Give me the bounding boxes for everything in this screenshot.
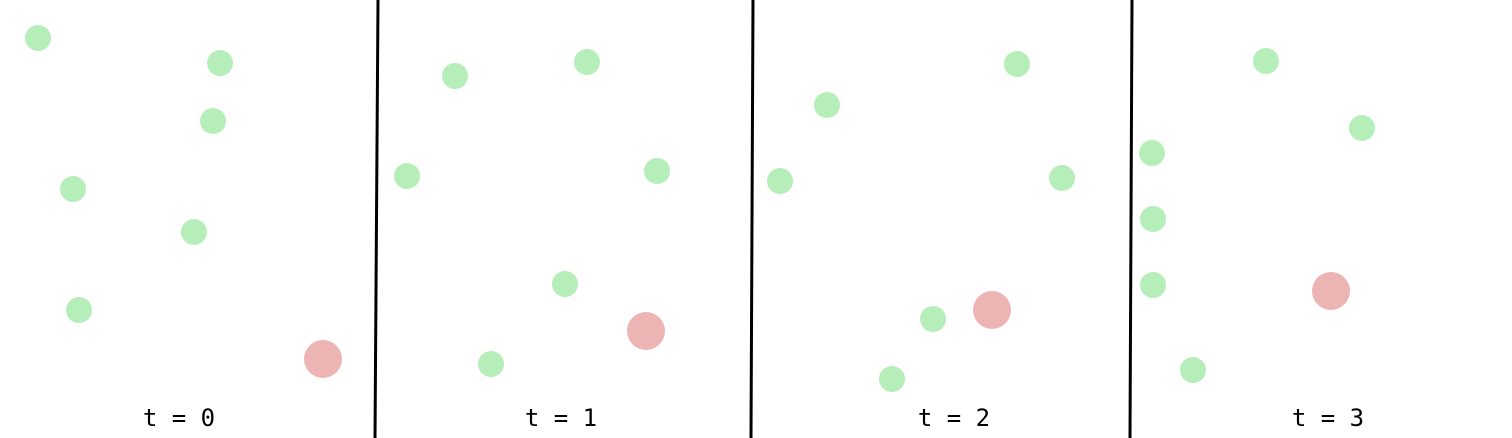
normal-particle: [1140, 272, 1166, 298]
normal-particle: [394, 163, 420, 189]
normal-particle: [207, 50, 233, 76]
normal-particle: [442, 63, 468, 89]
frame-label: t = 0: [143, 404, 215, 432]
special-particle: [304, 340, 342, 378]
frame-t3: t = 3: [1139, 48, 1375, 432]
frame-t1: t = 1: [394, 49, 670, 432]
normal-particle: [574, 49, 600, 75]
normal-particle: [60, 176, 86, 202]
special-particle: [1312, 272, 1350, 310]
normal-particle: [200, 108, 226, 134]
frame-label: t = 2: [918, 404, 990, 432]
normal-particle: [1180, 357, 1206, 383]
normal-particle: [879, 366, 905, 392]
normal-particle: [1140, 206, 1166, 232]
normal-particle: [1004, 51, 1030, 77]
normal-particle: [1049, 165, 1075, 191]
frame-label: t = 3: [1292, 404, 1364, 432]
frame-label: t = 1: [525, 404, 597, 432]
normal-particle: [25, 25, 51, 51]
normal-particle: [1253, 48, 1279, 74]
frame-t0: t = 0: [25, 25, 342, 432]
frame-divider: [373, 0, 380, 438]
normal-particle: [181, 219, 207, 245]
special-particle: [973, 291, 1011, 329]
normal-particle: [920, 306, 946, 332]
normal-particle: [1349, 115, 1375, 141]
frame-divider: [1128, 0, 1134, 438]
normal-particle: [814, 92, 840, 118]
frame-divider: [749, 0, 755, 438]
frame-t2: t = 2: [767, 51, 1075, 432]
normal-particle: [66, 297, 92, 323]
special-particle: [627, 312, 665, 350]
normal-particle: [478, 351, 504, 377]
normal-particle: [767, 168, 793, 194]
normal-particle: [552, 271, 578, 297]
normal-particle: [644, 158, 670, 184]
normal-particle: [1139, 140, 1165, 166]
